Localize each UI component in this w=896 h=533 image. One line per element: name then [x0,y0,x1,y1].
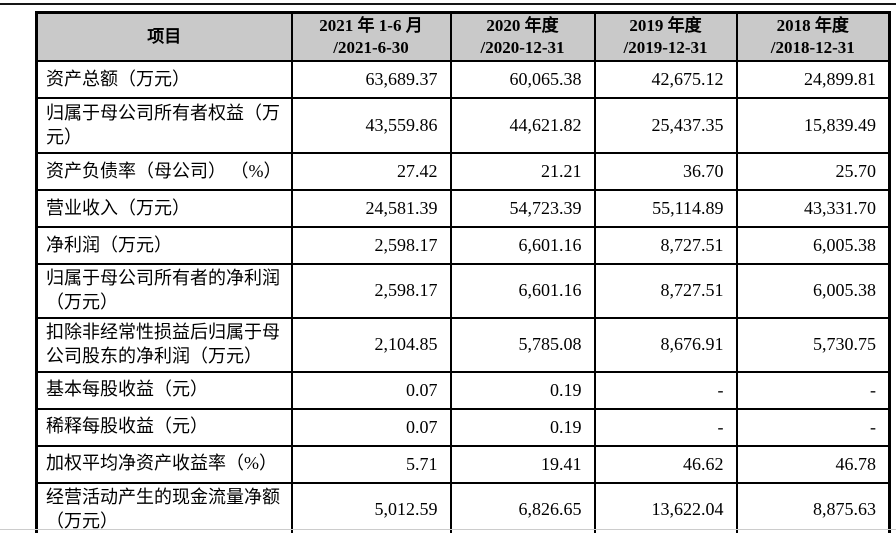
cell-value: - [593,407,738,447]
row-label: 稀释每股收益（元） [35,407,293,447]
bottom-rule-line [0,529,896,530]
table-row: 归属于母公司所有者权益（万元） 43,559.86 44,621.82 25,4… [35,97,891,154]
header-cell-period-2021: 2021 年 1-6 月 /2021-6-30 [290,11,452,62]
row-label: 归属于母公司所有者权益（万元） [35,97,293,154]
cell-value: 6,826.65 [449,481,596,533]
row-label: 营业收入（万元） [35,189,293,228]
cell-value: 25.70 [735,152,891,191]
row-label: 资产负债率（母公司） （%） [35,152,293,191]
table-row: 归属于母公司所有者的净利润（万元） 2,598.17 6,601.16 8,72… [35,263,891,319]
cell-value: 44,621.82 [449,97,596,154]
row-label: 加权平均净资产收益率（%） [35,444,293,484]
cell-value: 13,622.04 [593,481,738,533]
cell-value: 6,005.38 [735,226,891,265]
cell-value: 8,875.63 [735,481,891,533]
table-row: 基本每股收益（元） 0.07 0.19 - - [35,370,891,410]
table-row: 经营活动产生的现金流量净额（万元） 5,012.59 6,826.65 13,6… [35,481,891,533]
cell-value: 42,675.12 [593,60,738,99]
row-label: 扣除非经常性损益后归属于母公司股东的净利润（万元） [35,316,293,373]
cell-value: 25,437.35 [593,97,738,154]
header-cell-period-2019: 2019 年度 /2019-12-31 [593,11,738,62]
cell-value: 6,601.16 [449,226,596,265]
cell-value: 0.07 [290,370,452,410]
row-label: 资产总额（万元） [35,60,293,99]
row-label: 净利润（万元） [35,226,293,265]
table-header-row: 项目 2021 年 1-6 月 /2021-6-30 2020 年度 /2020… [35,11,891,62]
cell-value: 5,785.08 [449,316,596,373]
cell-value: 19.41 [449,444,596,484]
header-cell-period-2020: 2020 年度 /2020-12-31 [449,11,596,62]
cell-value: 5.71 [290,444,452,484]
header-cell-period-2018: 2018 年度 /2018-12-31 [735,11,891,62]
cell-value: 21.21 [449,152,596,191]
cell-value: 5,012.59 [290,481,452,533]
cell-value: 8,727.51 [593,263,738,319]
cell-value: 0.19 [449,407,596,447]
cell-value: 8,676.91 [593,316,738,373]
cell-value: 24,899.81 [735,60,891,99]
cell-value: - [735,407,891,447]
cell-value: 43,559.86 [290,97,452,154]
row-label: 经营活动产生的现金流量净额（万元） [35,481,293,533]
top-rule-line [0,3,896,5]
header-cell-item: 项目 [35,11,293,62]
cell-value: 55,114.89 [593,189,738,228]
table-row: 资产总额（万元） 63,689.37 60,065.38 42,675.12 2… [35,60,891,99]
cell-value: 54,723.39 [449,189,596,228]
cell-value: 46.62 [593,444,738,484]
cell-value: 2,598.17 [290,263,452,319]
financial-summary-table: 项目 2021 年 1-6 月 /2021-6-30 2020 年度 /2020… [35,11,891,533]
cell-value: 27.42 [290,152,452,191]
cell-value: 6,005.38 [735,263,891,319]
table-row: 资产负债率（母公司） （%） 27.42 21.21 36.70 25.70 [35,152,891,191]
row-label: 归属于母公司所有者的净利润（万元） [35,263,293,319]
table-row: 扣除非经常性损益后归属于母公司股东的净利润（万元） 2,104.85 5,785… [35,316,891,373]
cell-value: 63,689.37 [290,60,452,99]
table-row: 稀释每股收益（元） 0.07 0.19 - - [35,407,891,447]
table-row: 加权平均净资产收益率（%） 5.71 19.41 46.62 46.78 [35,444,891,484]
cell-value: 8,727.51 [593,226,738,265]
cell-value: 2,598.17 [290,226,452,265]
cell-value: 0.07 [290,407,452,447]
cell-value: 6,601.16 [449,263,596,319]
cell-value: 46.78 [735,444,891,484]
cell-value: 60,065.38 [449,60,596,99]
cell-value: 36.70 [593,152,738,191]
row-label: 基本每股收益（元） [35,370,293,410]
cell-value: - [593,370,738,410]
cell-value: 43,331.70 [735,189,891,228]
cell-value: 15,839.49 [735,97,891,154]
table-row: 净利润（万元） 2,598.17 6,601.16 8,727.51 6,005… [35,226,891,265]
cell-value: 2,104.85 [290,316,452,373]
cell-value: 24,581.39 [290,189,452,228]
table-row: 营业收入（万元） 24,581.39 54,723.39 55,114.89 4… [35,189,891,228]
cell-value: 0.19 [449,370,596,410]
cell-value: - [735,370,891,410]
cell-value: 5,730.75 [735,316,891,373]
